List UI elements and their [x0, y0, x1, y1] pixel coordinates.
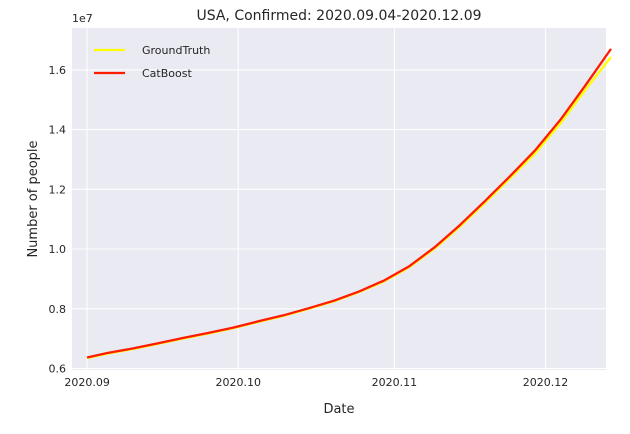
- y-axis-label: Number of people: [26, 140, 41, 257]
- y-offset-label: 1e7: [72, 12, 93, 25]
- chart-title: USA, Confirmed: 2020.09.04-2020.12.09: [196, 8, 481, 24]
- x-axis-label: Date: [323, 402, 354, 417]
- y-tick-label: 0.6: [49, 363, 67, 376]
- y-tick-label: 1.6: [49, 64, 67, 77]
- plot-area: [72, 28, 606, 370]
- legend: GroundTruth CatBoost: [94, 44, 210, 80]
- x-tick-labels: 2020.09 2020.10 2020.11 2020.12: [64, 376, 568, 389]
- grid-lines: [72, 28, 606, 370]
- y-tick-label: 0.8: [49, 303, 67, 316]
- y-tick-label: 1.2: [49, 183, 67, 196]
- series-lines: [86, 48, 612, 360]
- y-tick-label: 1.4: [49, 124, 67, 137]
- x-tick-label: 2020.10: [215, 376, 261, 389]
- y-tick-labels: 0.6 0.8 1.0 1.2 1.4 1.6: [49, 64, 67, 376]
- legend-label-groundtruth: GroundTruth: [142, 44, 210, 57]
- x-tick-label: 2020.12: [523, 376, 569, 389]
- legend-label-catboost: CatBoost: [142, 67, 192, 80]
- x-tick-label: 2020.09: [64, 376, 110, 389]
- series-line-catboost: [86, 48, 612, 359]
- x-tick-label: 2020.11: [372, 376, 418, 389]
- y-tick-label: 1.0: [49, 243, 67, 256]
